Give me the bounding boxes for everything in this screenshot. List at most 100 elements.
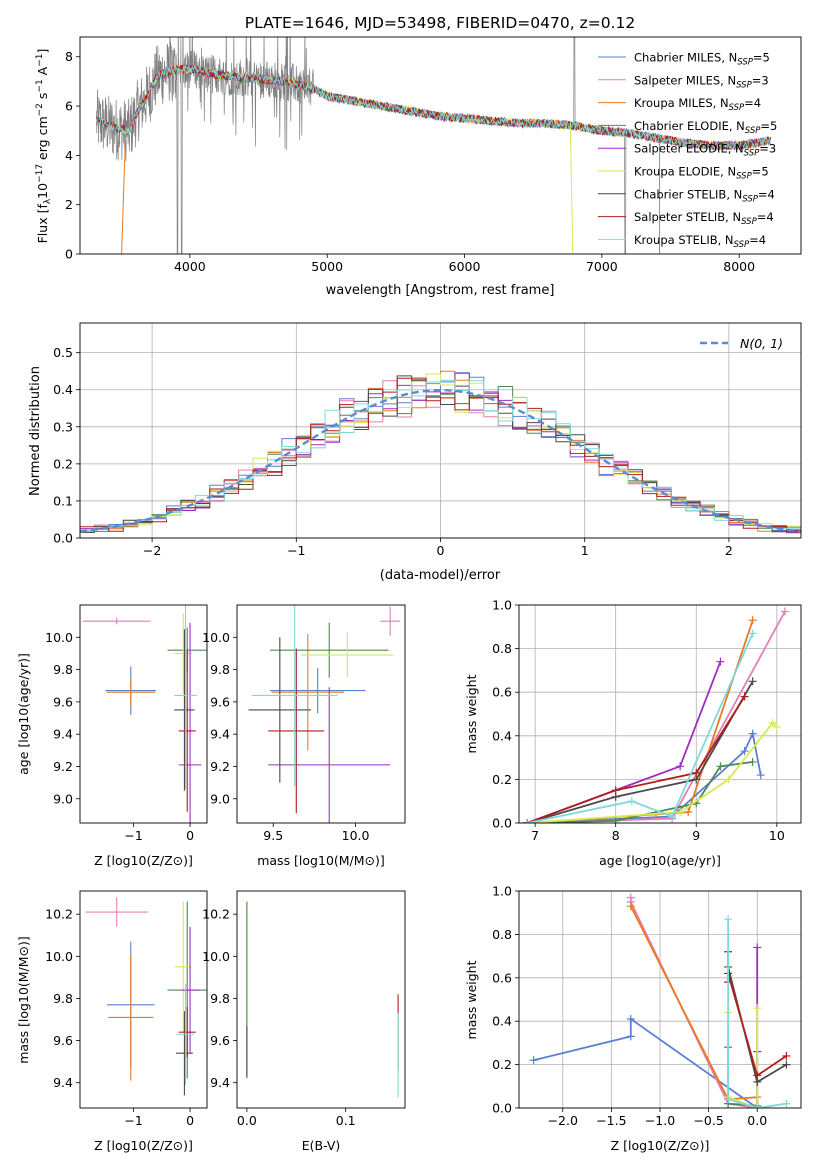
age-vs-Z-ytick-label: 9.6 — [53, 694, 73, 709]
massweight-vs-age-series-line — [526, 696, 746, 823]
massweight-vs-Z-point-marker — [529, 1056, 538, 1065]
massweight-vs-age-point-marker — [748, 629, 757, 638]
massweight-vs-age-point-marker — [611, 816, 620, 823]
massweight-vs-age-point-marker — [748, 757, 757, 766]
mass-vs-ebv-ytick-label: 9.4 — [210, 1075, 230, 1090]
mass-vs-Z-xlabel: Z [log10(Z/Z⊙)] — [94, 1138, 193, 1153]
massweight-vs-Z-xlabel: Z [log10(Z/Z⊙)] — [611, 1138, 710, 1153]
spectrum-legend-label: Kroupa STELIB, NSSP=4 — [634, 233, 766, 250]
residuals-ytick-label: 0.1 — [53, 493, 73, 508]
age-vs-mass-ytick-label: 9.6 — [210, 694, 230, 709]
residual-hist-step — [80, 373, 801, 532]
mass-vs-Z-ytick-label: 9.4 — [53, 1075, 73, 1090]
residual-hist-step — [80, 372, 801, 534]
age-vs-mass-plot-area — [248, 605, 401, 823]
mass-vs-Z-xtick-label: −1 — [124, 1113, 142, 1128]
mass-vs-ebv-axes: 0.0 0.1 9.4 9.6 9.8 10.0 10.2 E(B-V) — [202, 890, 406, 1153]
massweight-vs-age-point-marker — [756, 771, 765, 780]
massweight-vs-Z-ylabel: mass weight — [464, 960, 479, 1039]
massweight-vs-Z-point-marker — [753, 1071, 762, 1080]
age-vs-Z-axes: −1 0 9.0 9.2 9.4 9.6 9.8 10.0 Z [log10(Z/Z⊙)] age… — [16, 604, 208, 868]
residuals-plot-area — [80, 370, 801, 534]
massweight-vs-age-point-marker — [523, 819, 532, 823]
massweight-vs-Z-point-marker — [724, 1095, 733, 1104]
mass-vs-ebv-xtick-label: 0.0 — [237, 1113, 257, 1128]
residual-hist-step — [80, 377, 801, 532]
massweight-vs-Z-point-marker — [724, 915, 733, 924]
spectrum-legend-label: Kroupa MILES, NSSP=4 — [634, 96, 761, 113]
spectrum-ylabel: Flux [fλ10−17 erg cm−2 s−1 A−1] — [35, 49, 53, 244]
massweight-vs-age-point-marker — [748, 729, 757, 738]
mass-vs-ebv-ytick-label: 9.8 — [210, 991, 230, 1006]
residuals-xtick-label: 0 — [437, 543, 445, 558]
massweight-vs-age-ytick-label: 0.6 — [492, 685, 512, 700]
residual-hist-step — [80, 379, 801, 532]
age-vs-Z-ylabel: age [log10(age/yr)] — [16, 653, 31, 775]
age-vs-mass-ytick-label: 9.2 — [210, 759, 230, 774]
massweight-vs-age-ytick-label: 1.0 — [492, 598, 512, 613]
spectrum-model-line — [96, 64, 771, 151]
residuals-axes: −2 −1 0 1 2 0.0 0.1 0.2 0.3 0.4 0.5 (data-model)/er… — [28, 322, 802, 583]
massweight-vs-age-xtick-label: 9 — [692, 828, 700, 843]
massweight-vs-Z-ytick-label: 0.6 — [492, 970, 512, 985]
figure-title: PLATE=1646, MJD=53498, FIBERID=0470, z=0… — [245, 14, 635, 32]
residuals-xtick-label: 1 — [581, 543, 589, 558]
age-vs-mass-xtick-label: 10.0 — [342, 828, 370, 843]
massweight-vs-age-xtick-label: 10 — [769, 828, 785, 843]
age-vs-Z-plot-area — [82, 605, 207, 823]
massweight-vs-age-xlabel: age [log10(age/yr)] — [599, 853, 721, 868]
residual-xlabel: (data-model)/error — [380, 568, 501, 583]
spectrum-legend-label: Salpeter ELODIE, NSSP=3 — [634, 142, 776, 159]
massweight-vs-Z-frame — [518, 890, 802, 1109]
massweight-vs-age-point-marker — [780, 607, 789, 616]
spectrum-legend-label: Salpeter STELIB, NSSP=4 — [634, 210, 774, 227]
spectrum-ytick-label: 2 — [65, 197, 73, 212]
massweight-vs-Z-point-marker — [782, 1099, 791, 1108]
massweight-vs-age-point-marker — [748, 677, 757, 686]
massweight-vs-Z-ytick-label: 0.4 — [492, 1014, 512, 1029]
massweight-vs-age-point-marker — [768, 718, 777, 727]
mass-vs-Z-ytick-label: 10.0 — [45, 949, 73, 964]
massweight-vs-Z-axes: −2.0 −1.5 −1.0 −0.5 0.0 0.0 0.2 0.4 0.6 0.8 1.0 Z [… — [464, 884, 802, 1153]
mass-vs-ebv-xtick-label: 0.1 — [336, 1113, 356, 1128]
massweight-vs-age-ytick-label: 0.2 — [492, 772, 512, 787]
massweight-vs-age-ytick-label: 0.4 — [492, 728, 512, 743]
mass-vs-Z-plot-area — [85, 897, 207, 1096]
massweight-vs-Z-series-line — [727, 919, 787, 1108]
age-vs-mass-axes: 9.5 10.0 9.0 9.2 9.4 9.6 9.8 10.0 mass [log10(M/… — [202, 604, 406, 868]
massweight-vs-Z-point-marker — [626, 1032, 635, 1041]
massweight-vs-age-ylabel: mass weight — [464, 674, 479, 753]
residuals-frame — [79, 322, 802, 539]
massweight-vs-age-point-marker — [676, 808, 685, 817]
spectrum-plot-area — [96, 37, 772, 254]
spectrum-xtick-label: 7000 — [586, 259, 618, 274]
massweight-vs-Z-xtick-label: −0.5 — [693, 1113, 723, 1128]
residual-gaussian-line — [80, 388, 801, 533]
age-vs-Z-ytick-label: 9.8 — [53, 662, 73, 677]
massweight-vs-age-point-marker — [716, 657, 725, 666]
spectrum-legend-label: Chabrier MILES, NSSP=5 — [634, 51, 770, 68]
spectrum-frame — [79, 36, 802, 255]
residual-legend-label: N(0, 1) — [740, 336, 783, 351]
mass-vs-Z-ylabel: mass [log10(M/M⊙)] — [16, 936, 31, 1064]
massweight-vs-age-series-line — [526, 680, 754, 823]
massweight-vs-Z-xtick-label: −2.0 — [548, 1113, 578, 1128]
massweight-vs-Z-point-marker — [753, 1104, 762, 1108]
massweight-vs-age-frame — [518, 604, 802, 824]
residuals-ytick-label: 0.3 — [53, 419, 73, 434]
massweight-vs-Z-ytick-label: 0.0 — [492, 1101, 512, 1116]
massweight-vs-age-plot-area — [523, 607, 789, 823]
age-vs-mass-ytick-label: 10.0 — [202, 630, 230, 645]
age-vs-Z-ytick-label: 9.0 — [53, 791, 73, 806]
spectrum-xtick-label: 8000 — [723, 259, 755, 274]
spectrum-legend-label: Chabrier ELODIE, NSSP=5 — [634, 119, 777, 136]
massweight-vs-Z-plot-area — [529, 893, 791, 1108]
age-vs-mass-xtick-label: 9.5 — [263, 828, 283, 843]
massweight-vs-age-point-marker — [724, 775, 733, 784]
spectrum-dropout-line — [569, 123, 574, 254]
massweight-vs-Z-ytick-label: 0.2 — [492, 1057, 512, 1072]
massweight-vs-age-point-marker — [740, 692, 749, 701]
massweight-vs-Z-xtick-label: 0.0 — [747, 1113, 767, 1128]
